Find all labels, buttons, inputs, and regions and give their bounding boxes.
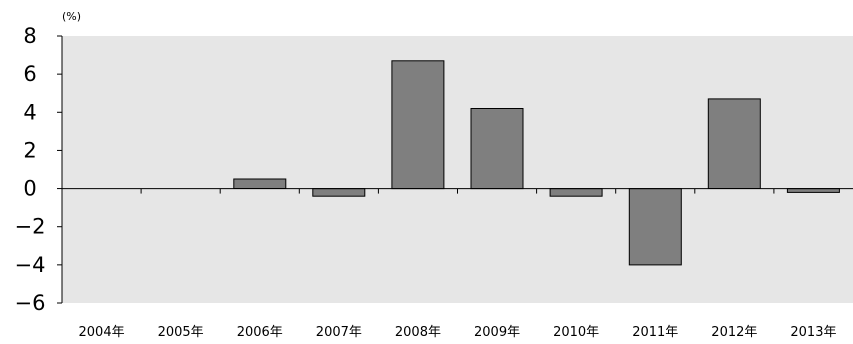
x-ticks-group — [140, 188, 775, 194]
x-tick-label: 2005年 — [158, 325, 204, 340]
bar-2006年 — [233, 178, 287, 189]
y-tick-label: −4 — [15, 253, 46, 277]
bar-2010年 — [549, 188, 603, 197]
bar-2013年 — [786, 188, 840, 193]
y-tick-label: −2 — [15, 215, 46, 239]
x-tick-label: 2010年 — [553, 325, 599, 340]
labels-group: 8 6 4 2 0 −2 −4 −6 2004年 2005年 2006年 2007年 2008年 2009… — [15, 24, 837, 340]
x-tick-label: 2008年 — [395, 325, 441, 340]
y-tick-label: 8 — [23, 24, 36, 48]
x-tick-label: 2004年 — [79, 325, 125, 340]
bar-2007年 — [312, 188, 366, 197]
y-tick-label: 4 — [23, 100, 36, 124]
y-ticks-group — [57, 35, 62, 304]
bar-2009年 — [470, 108, 524, 190]
bars-group — [233, 60, 840, 266]
bar-2011年 — [628, 188, 682, 266]
x-tick-label: 2012年 — [711, 325, 757, 340]
x-tick-label: 2011年 — [632, 325, 678, 340]
y-tick-label: 0 — [23, 177, 36, 201]
y-tick-label: 6 — [23, 62, 36, 86]
bar-2012年 — [707, 98, 761, 189]
x-tick-label: 2013年 — [790, 325, 836, 340]
x-tick-label: 2006年 — [237, 325, 283, 340]
bar-2008年 — [391, 60, 445, 190]
y-unit-label: (%) — [62, 10, 81, 23]
x-tick-label: 2009年 — [474, 325, 520, 340]
y-tick-label: −6 — [15, 291, 46, 315]
y-tick-label: 2 — [23, 138, 36, 162]
x-tick-label: 2007年 — [316, 325, 362, 340]
